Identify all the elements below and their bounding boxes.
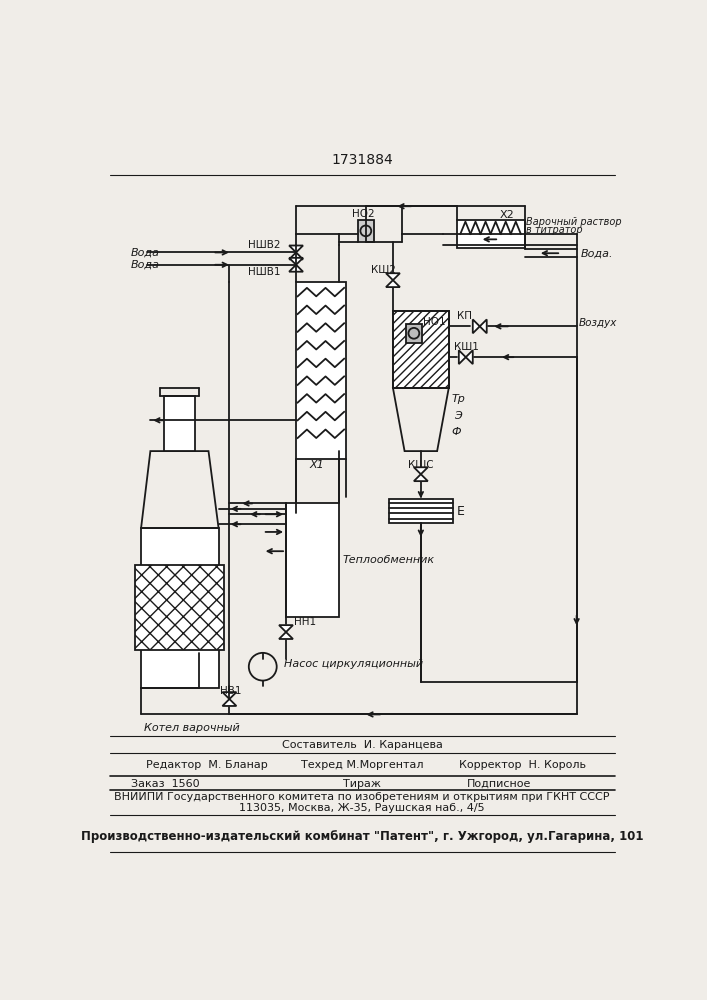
Text: Вода.: Вода. <box>580 248 613 258</box>
Text: 113035, Москва, Ж-35, Раушская наб., 4/5: 113035, Москва, Ж-35, Раушская наб., 4/5 <box>239 803 485 813</box>
Text: Ф: Ф <box>451 427 461 437</box>
Text: Корректор  Н. Король: Корректор Н. Король <box>459 760 586 770</box>
Text: 1731884: 1731884 <box>331 153 393 167</box>
Polygon shape <box>289 258 303 265</box>
Polygon shape <box>459 350 466 364</box>
Polygon shape <box>289 252 303 259</box>
Text: Тр: Тр <box>451 394 465 404</box>
Bar <box>406 324 421 343</box>
Bar <box>141 528 218 688</box>
Text: Вода: Вода <box>131 260 160 270</box>
Text: КШ1: КШ1 <box>454 342 479 352</box>
Bar <box>286 503 339 617</box>
Polygon shape <box>473 319 480 333</box>
Bar <box>296 282 346 459</box>
Text: Тираж: Тираж <box>343 779 381 789</box>
Text: Редактор  М. Бланар: Редактор М. Бланар <box>146 760 268 770</box>
Polygon shape <box>289 265 303 272</box>
Text: Х1: Х1 <box>309 460 324 470</box>
Text: Насос циркуляционный: Насос циркуляционный <box>284 659 423 669</box>
Polygon shape <box>289 246 303 252</box>
Text: Заказ  1560: Заказ 1560 <box>131 779 199 789</box>
Text: ВНИИПИ Государственного комитета по изобретениям и открытиям при ГКНТ СССР: ВНИИПИ Государственного комитета по изоб… <box>115 792 609 802</box>
Text: КП: КП <box>457 311 472 321</box>
Text: Составитель  И. Каранцева: Составитель И. Каранцева <box>281 740 443 750</box>
Text: НО1: НО1 <box>423 317 446 327</box>
Bar <box>358 220 373 242</box>
Polygon shape <box>466 350 473 364</box>
Text: НШВ1: НШВ1 <box>248 267 281 277</box>
Polygon shape <box>279 625 293 632</box>
Text: Варочный раствор: Варочный раствор <box>526 217 622 227</box>
Text: Х2: Х2 <box>500 210 514 220</box>
Text: Вода: Вода <box>131 247 160 257</box>
Bar <box>135 565 224 650</box>
Bar <box>457 220 525 248</box>
Text: Техред М.Моргентал: Техред М.Моргентал <box>300 760 423 770</box>
Text: НШВ2: НШВ2 <box>248 240 281 250</box>
Text: Е: Е <box>457 505 464 518</box>
Text: НО2: НО2 <box>352 209 375 219</box>
Polygon shape <box>414 474 428 481</box>
Polygon shape <box>279 632 293 639</box>
Bar <box>164 396 195 451</box>
Text: КШС: КШС <box>408 460 433 470</box>
Text: НВ1: НВ1 <box>220 686 242 696</box>
Text: Производственно-издательский комбинат "Патент", г. Ужгород, ул.Гагарина, 101: Производственно-издательский комбинат "П… <box>81 830 643 843</box>
Polygon shape <box>223 692 236 699</box>
Polygon shape <box>480 319 486 333</box>
Polygon shape <box>386 273 400 280</box>
Bar <box>393 311 449 388</box>
Text: Теплообменник: Теплообменник <box>343 555 435 565</box>
Text: НН1: НН1 <box>293 617 316 627</box>
Text: Котел варочный: Котел варочный <box>144 723 240 733</box>
Text: Подписное: Подписное <box>467 779 532 789</box>
Bar <box>389 499 452 523</box>
Polygon shape <box>414 467 428 474</box>
Polygon shape <box>223 699 236 706</box>
Text: в титратор: в титратор <box>526 225 583 235</box>
Polygon shape <box>386 280 400 287</box>
Text: Воздух: Воздух <box>579 318 617 328</box>
Text: Э: Э <box>454 411 462 421</box>
Text: КШ2: КШ2 <box>371 265 396 275</box>
